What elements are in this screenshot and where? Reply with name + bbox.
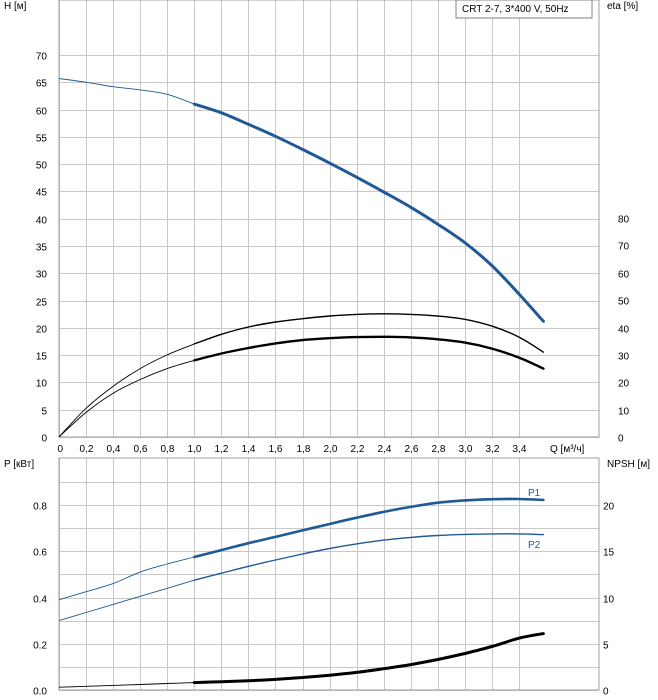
top-curves bbox=[58, 78, 545, 438]
y-axis-label-H: H [м] bbox=[4, 1, 27, 12]
x-tick-label: 1,0 bbox=[188, 444, 202, 455]
y-tick-label-eta: 60 bbox=[618, 270, 630, 281]
x-tick-label: 0,2 bbox=[80, 444, 94, 455]
y-tick-label-H: 65 bbox=[36, 79, 48, 90]
series-label-P2: P2 bbox=[528, 540, 541, 551]
y-tick-label-NPSH: 20 bbox=[603, 502, 615, 513]
npsh-curve-extrapolated bbox=[58, 682, 195, 688]
x-tick-label: 1,2 bbox=[215, 444, 229, 455]
y-tick-label-eta: 0 bbox=[618, 434, 624, 445]
y-tick-label-NPSH: 5 bbox=[603, 641, 609, 652]
top-ticks: 0 0,2 0,4 0,6 0,8 1,0 1,2 1,4 1,6 1,8 2,0 2,2 2,4 2,6… bbox=[36, 52, 630, 456]
x-tick-label: 0 bbox=[58, 444, 64, 455]
p1-curve bbox=[193, 497, 545, 559]
y-tick-label-H: 20 bbox=[36, 325, 48, 336]
y-tick-label-H: 55 bbox=[36, 134, 48, 145]
x-tick-label: 2,0 bbox=[324, 444, 338, 455]
y-tick-label-P: 0.6 bbox=[33, 548, 47, 559]
x-tick-label: 2,6 bbox=[405, 444, 419, 455]
power-npsh-panel: 0.0 0.2 0.4 0.6 0.8 0 5 10 15 20 P [кВт] NPSH [м]… bbox=[4, 457, 650, 698]
y-tick-label-eta: 50 bbox=[618, 297, 630, 308]
y-axis-label-P: P [кВт] bbox=[4, 459, 34, 470]
bottom-ticks: 0.0 0.2 0.4 0.6 0.8 0 5 10 15 20 bbox=[33, 502, 614, 698]
y-tick-label-NPSH: 0 bbox=[603, 687, 609, 698]
bottom-plot-frame bbox=[58, 457, 600, 691]
npsh-curve bbox=[192, 632, 545, 685]
y-tick-label-H: 10 bbox=[36, 379, 48, 390]
eta-upper-curve-extrapolated bbox=[58, 343, 195, 438]
y-tick-label-P: 0.4 bbox=[33, 595, 47, 606]
eta-lower-curve-extrapolated bbox=[58, 359, 195, 438]
x-tick-label: 1,6 bbox=[269, 444, 283, 455]
y-axis-right-label-eta: eta [%] bbox=[607, 1, 638, 12]
y-tick-label-H: 0 bbox=[41, 434, 47, 445]
y-tick-label-NPSH: 10 bbox=[603, 595, 615, 606]
p1-curve-extrapolated bbox=[58, 556, 195, 601]
x-tick-label: 0,8 bbox=[161, 444, 175, 455]
x-tick-label: 2,2 bbox=[351, 444, 365, 455]
x-tick-label: 3,4 bbox=[513, 444, 527, 455]
y-tick-label-H: 5 bbox=[41, 407, 47, 418]
y-tick-label-eta: 20 bbox=[618, 379, 630, 390]
bottom-curves bbox=[58, 497, 545, 688]
x-tick-label: 2,8 bbox=[432, 444, 446, 455]
h-curve bbox=[192, 102, 545, 323]
y-tick-label-NPSH: 15 bbox=[603, 548, 615, 559]
x-tick-label: 1,8 bbox=[297, 444, 311, 455]
y-tick-label-H: 30 bbox=[36, 270, 48, 281]
y-tick-label-H: 40 bbox=[36, 216, 48, 227]
y-tick-label-eta: 10 bbox=[618, 407, 630, 418]
y-tick-label-P: 0.8 bbox=[33, 502, 47, 513]
x-tick-label: 0,6 bbox=[134, 444, 148, 455]
y-tick-label-eta: 40 bbox=[618, 325, 630, 336]
y-tick-label-P: 0.2 bbox=[33, 641, 47, 652]
top-plot-frame bbox=[58, 0, 600, 438]
y-tick-label-eta: 80 bbox=[618, 215, 630, 226]
y-tick-label-P: 0.0 bbox=[33, 687, 47, 698]
y-tick-label-H: 25 bbox=[36, 298, 48, 309]
p2-curve-extrapolated bbox=[58, 579, 195, 622]
h-curve-extrapolated bbox=[58, 78, 195, 105]
x-axis-label-Q: Q [м³/ч] bbox=[550, 444, 585, 455]
chart-title: CRT 2-7, 3*400 V, 50Hz bbox=[462, 4, 569, 15]
x-tick-label: 3,0 bbox=[459, 444, 473, 455]
chart-title-box bbox=[455, 0, 593, 19]
eta-lower-curve bbox=[193, 335, 545, 370]
x-tick-label: 0,4 bbox=[107, 444, 121, 455]
y-tick-label-eta: 70 bbox=[618, 242, 630, 253]
y-tick-label-H: 35 bbox=[36, 243, 48, 254]
x-tick-label: 3,2 bbox=[486, 444, 500, 455]
x-tick-label: 1,4 bbox=[242, 444, 256, 455]
y-tick-label-H: 60 bbox=[36, 107, 48, 118]
y-tick-label-H: 45 bbox=[36, 188, 48, 199]
eta-upper-curve bbox=[193, 313, 545, 353]
top-grid bbox=[59, 0, 599, 438]
bottom-grid bbox=[59, 458, 599, 691]
x-tick-label: 2,4 bbox=[378, 444, 392, 455]
y-tick-label-H: 50 bbox=[36, 161, 48, 172]
series-label-P1: P1 bbox=[528, 488, 541, 499]
y-tick-label-H: 70 bbox=[36, 52, 48, 63]
head-efficiency-panel: 0 0,2 0,4 0,6 0,8 1,0 1,2 1,4 1,6 1,8 2,0 2,2 2,4 2,6… bbox=[4, 0, 638, 455]
p2-curve bbox=[193, 533, 545, 581]
y-tick-label-eta: 30 bbox=[618, 352, 630, 363]
y-tick-label-H: 15 bbox=[36, 352, 48, 363]
y-axis-right-label-NPSH: NPSH [м] bbox=[607, 459, 650, 470]
